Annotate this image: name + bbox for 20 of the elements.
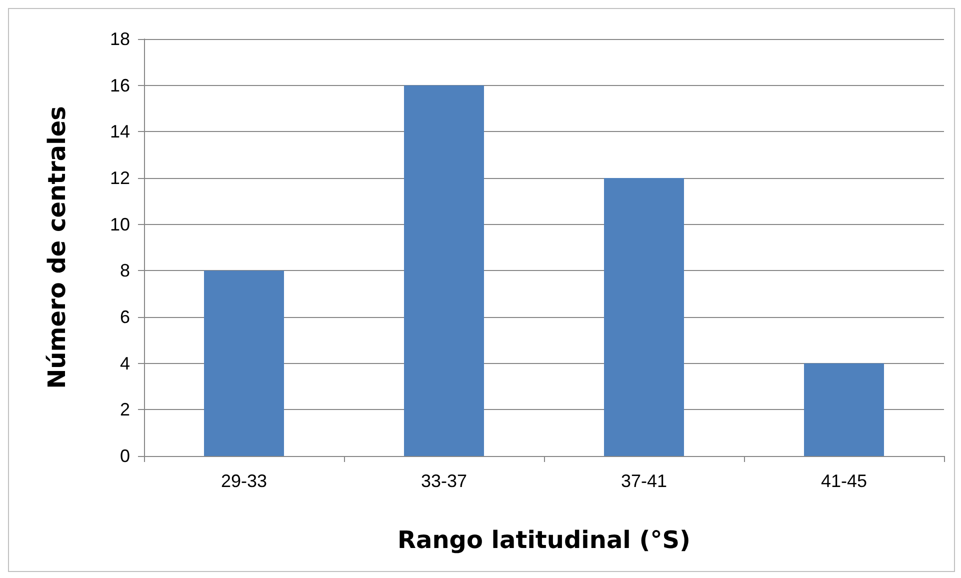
y-tick-label: 10	[110, 214, 130, 234]
x-tick-label: 33-37	[420, 471, 468, 491]
x-tick-label: 37-41	[620, 471, 668, 491]
x-axis-title: Rango latitudinal (°S)	[398, 526, 690, 554]
y-tick-label: 8	[120, 260, 130, 281]
y-tick-label: 6	[120, 307, 130, 327]
y-tick-label: 16	[110, 75, 130, 96]
x-tick-label: 41-45	[820, 471, 868, 491]
bar	[804, 363, 884, 456]
bar	[404, 85, 484, 456]
bar	[604, 178, 684, 456]
x-tick-label: 29-33	[220, 471, 268, 491]
y-tick-label: 18	[110, 29, 130, 49]
y-tick-label: 4	[120, 353, 130, 374]
y-tick-label: 12	[110, 168, 130, 188]
y-tick-label: 14	[110, 122, 130, 142]
y-tick-label: 0	[120, 446, 130, 466]
bar	[204, 270, 284, 456]
y-axis-title: Número de centrales	[43, 106, 71, 389]
y-tick-label: 2	[120, 400, 130, 420]
